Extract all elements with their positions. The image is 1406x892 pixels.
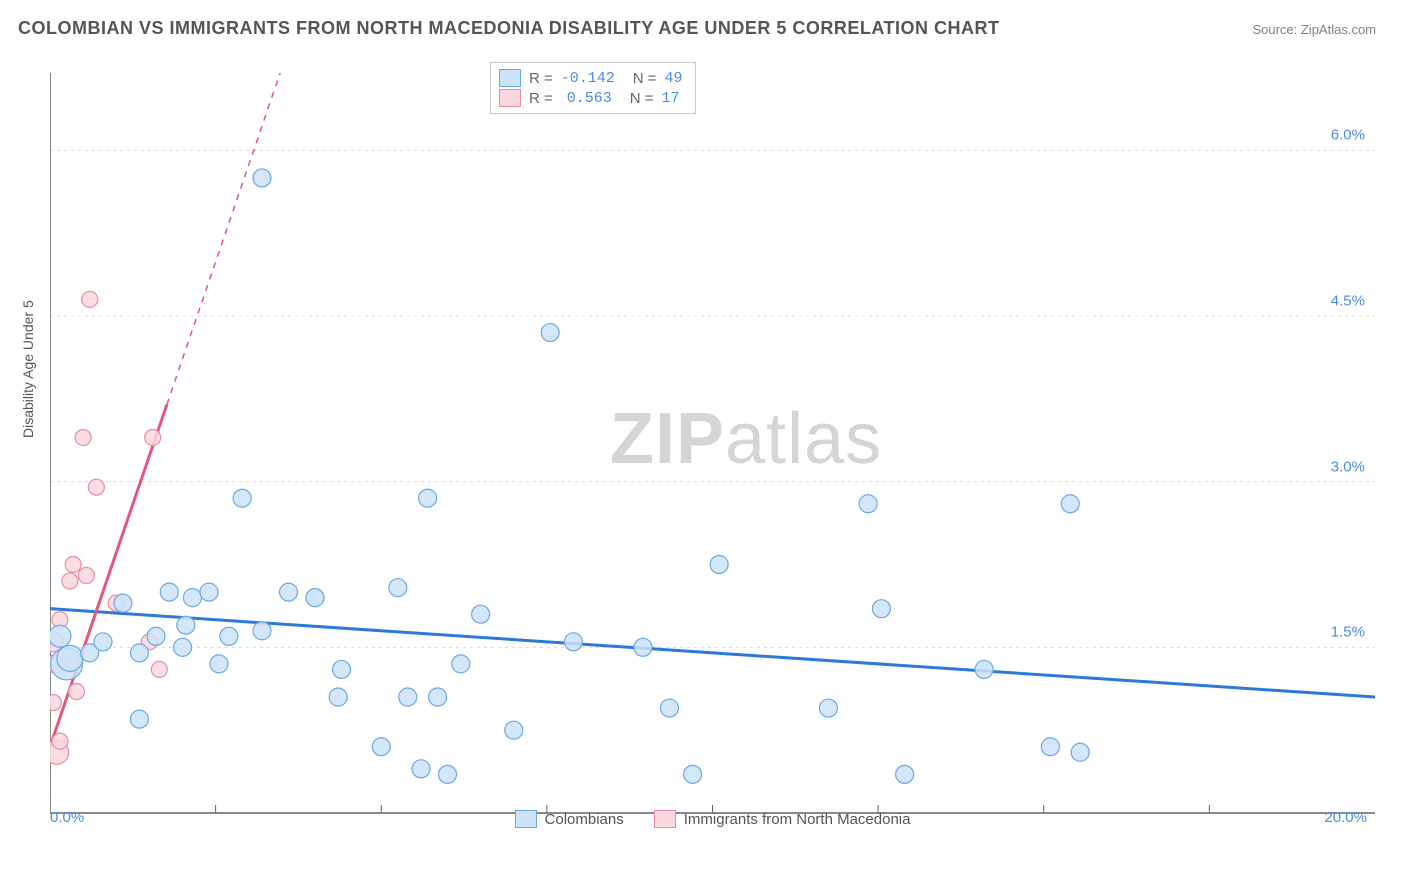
correlation-legend: R = -0.142 N = 49 R = 0.563 N = 17: [490, 62, 696, 114]
plot-area: Disability Age Under 5 ZIPatlas R = -0.1…: [50, 58, 1375, 828]
chart-container: COLOMBIAN VS IMMIGRANTS FROM NORTH MACED…: [0, 0, 1406, 892]
legend-item-north-macedonia: Immigrants from North Macedonia: [654, 810, 911, 828]
swatch-series-2: [499, 89, 521, 107]
swatch-series-1: [499, 69, 521, 87]
legend-swatch-colombians: [515, 810, 537, 828]
legend-swatch-north-macedonia: [654, 810, 676, 828]
source-attribution: Source: ZipAtlas.com: [1252, 22, 1376, 37]
chart-title: COLOMBIAN VS IMMIGRANTS FROM NORTH MACED…: [18, 18, 1000, 39]
y-tick-label: 3.0%: [1331, 458, 1365, 475]
chart-svg: [50, 58, 1375, 828]
correlation-row-2: R = 0.563 N = 17: [499, 89, 683, 107]
legend-item-colombians: Colombians: [515, 810, 624, 828]
y-tick-label: 1.5%: [1331, 624, 1365, 641]
y-axis-label: Disability Age Under 5: [20, 300, 36, 438]
correlation-row-1: R = -0.142 N = 49: [499, 69, 683, 87]
y-tick-label: 4.5%: [1331, 292, 1365, 309]
series-legend: Colombians Immigrants from North Macedon…: [50, 810, 1375, 828]
y-tick-label: 6.0%: [1331, 127, 1365, 144]
